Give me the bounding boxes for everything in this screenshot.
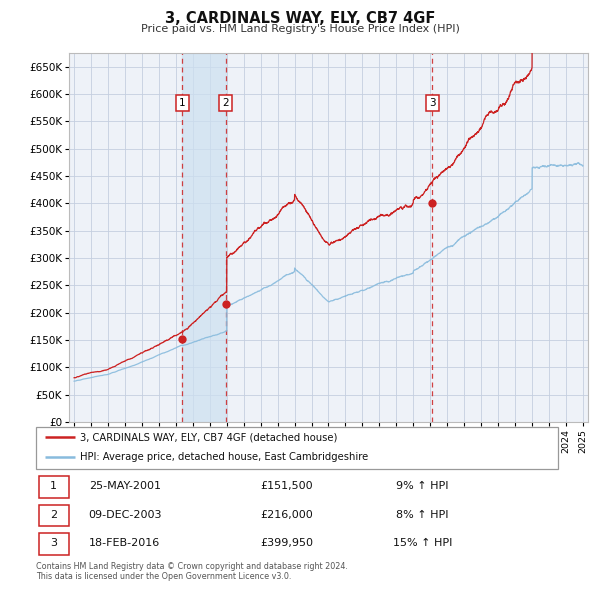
Text: Contains HM Land Registry data © Crown copyright and database right 2024.
This d: Contains HM Land Registry data © Crown c…: [36, 562, 348, 581]
Text: 3, CARDINALS WAY, ELY, CB7 4GF (detached house): 3, CARDINALS WAY, ELY, CB7 4GF (detached…: [80, 432, 338, 442]
Text: 1: 1: [179, 98, 185, 108]
Text: HPI: Average price, detached house, East Cambridgeshire: HPI: Average price, detached house, East…: [80, 452, 368, 462]
Text: £216,000: £216,000: [260, 510, 313, 520]
FancyBboxPatch shape: [38, 476, 69, 498]
Text: 09-DEC-2003: 09-DEC-2003: [88, 510, 161, 520]
Text: 3: 3: [429, 98, 436, 108]
Text: 3: 3: [50, 538, 57, 548]
Text: £399,950: £399,950: [260, 538, 313, 548]
Text: 2: 2: [50, 510, 58, 520]
Text: 2: 2: [222, 98, 229, 108]
FancyBboxPatch shape: [38, 504, 69, 526]
Text: 3, CARDINALS WAY, ELY, CB7 4GF: 3, CARDINALS WAY, ELY, CB7 4GF: [165, 11, 435, 25]
Text: £151,500: £151,500: [260, 481, 313, 491]
Text: 25-MAY-2001: 25-MAY-2001: [89, 481, 161, 491]
Text: 15% ↑ HPI: 15% ↑ HPI: [392, 538, 452, 548]
Text: 18-FEB-2016: 18-FEB-2016: [89, 538, 160, 548]
Text: 8% ↑ HPI: 8% ↑ HPI: [396, 510, 449, 520]
FancyBboxPatch shape: [38, 533, 69, 555]
FancyBboxPatch shape: [36, 427, 558, 469]
Text: 9% ↑ HPI: 9% ↑ HPI: [396, 481, 449, 491]
Text: 1: 1: [50, 481, 57, 491]
Text: Price paid vs. HM Land Registry's House Price Index (HPI): Price paid vs. HM Land Registry's House …: [140, 24, 460, 34]
Bar: [182, 53, 226, 422]
